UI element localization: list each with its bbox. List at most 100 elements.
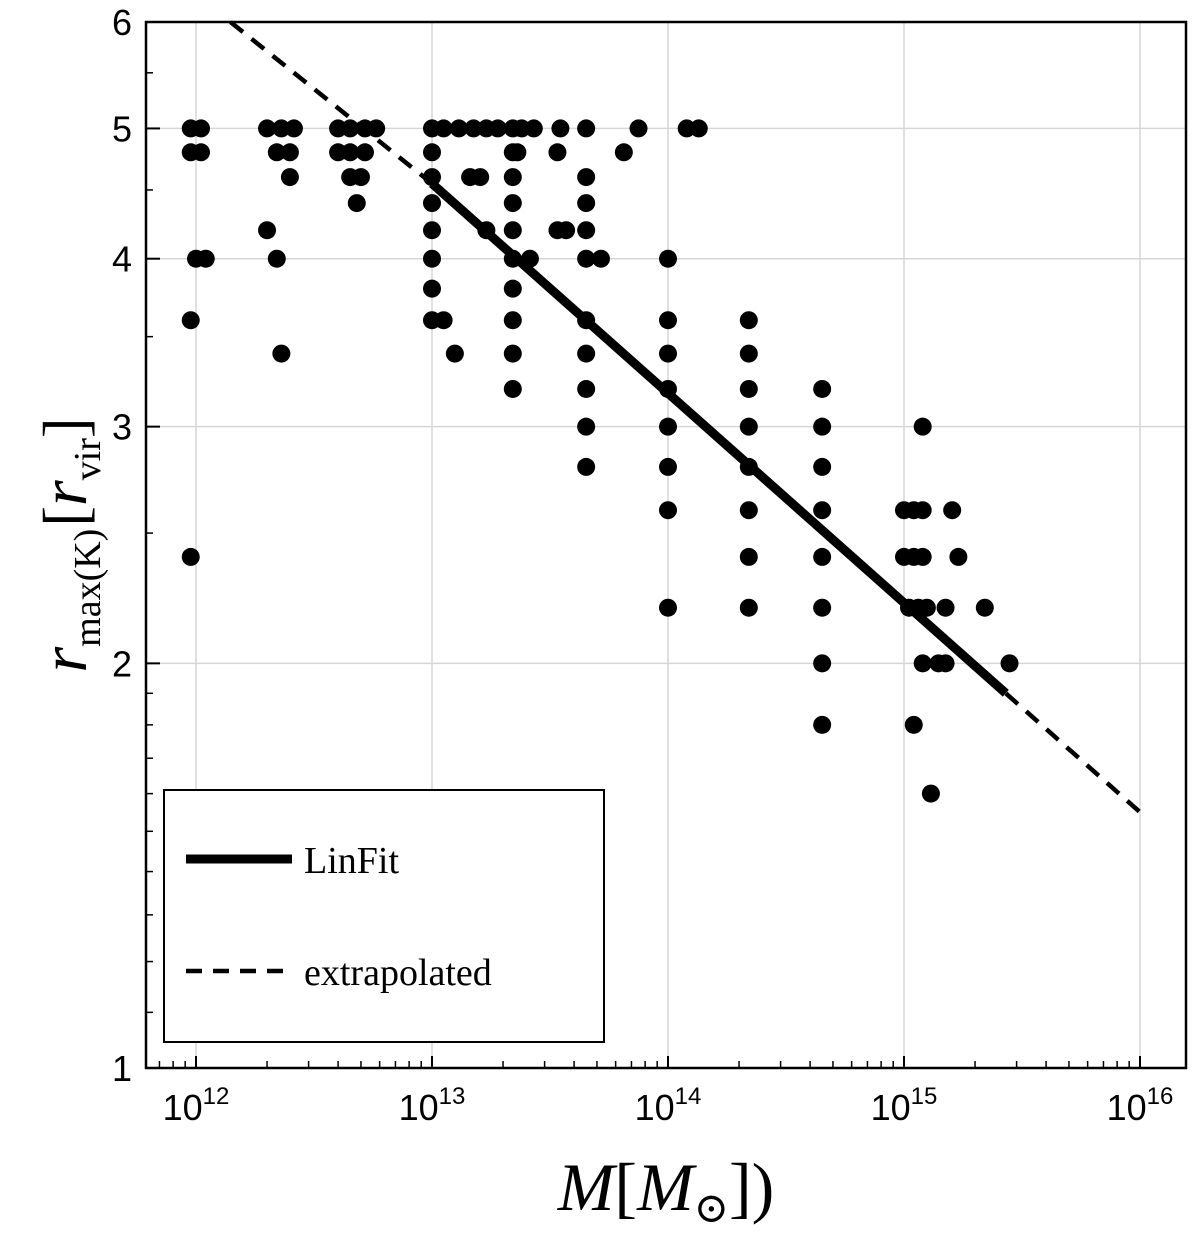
legend-extrapolated-label: extrapolated <box>304 952 492 994</box>
data-point <box>192 143 211 162</box>
data-point <box>351 168 370 187</box>
data-point <box>503 168 522 187</box>
y-tick-label: 2 <box>112 643 132 684</box>
data-point <box>503 344 522 363</box>
y-tick-label: 1 <box>112 1048 132 1089</box>
data-point <box>577 417 596 436</box>
data-point <box>659 344 677 363</box>
data-points <box>181 119 1019 803</box>
data-point <box>1000 654 1019 673</box>
data-point <box>813 598 832 617</box>
data-point <box>577 168 596 187</box>
data-point <box>503 279 522 298</box>
data-point <box>949 547 968 566</box>
extrapolated-line <box>229 20 1142 814</box>
data-point <box>267 143 286 162</box>
data-point <box>445 344 464 363</box>
data-point <box>423 194 441 213</box>
tick-labels: 1012 1013 1014 1015 1016 1 2 3 4 5 6 <box>112 2 1173 1128</box>
data-point <box>913 417 932 436</box>
data-point <box>813 501 832 520</box>
data-point <box>813 417 832 436</box>
x-tick-label: 1013 <box>399 1083 466 1128</box>
data-point <box>471 168 490 187</box>
data-point <box>520 249 539 268</box>
data-point <box>423 279 441 298</box>
data-point <box>813 379 832 398</box>
data-point <box>913 547 932 566</box>
data-point <box>577 249 596 268</box>
data-point <box>739 379 758 398</box>
y-tick-label: 5 <box>112 108 132 149</box>
data-point <box>904 715 923 734</box>
data-point <box>739 598 758 617</box>
data-point <box>813 715 832 734</box>
data-point <box>913 654 932 673</box>
plot-frame <box>144 20 1188 1070</box>
data-point <box>341 143 360 162</box>
x-tick-label: 1012 <box>163 1083 230 1128</box>
data-point <box>434 311 453 330</box>
data-point <box>477 221 496 240</box>
data-point <box>449 119 468 138</box>
data-point <box>577 311 596 330</box>
data-point <box>488 119 507 138</box>
data-point <box>917 598 936 617</box>
data-point <box>659 598 677 617</box>
data-point <box>503 379 522 398</box>
data-point <box>577 457 596 476</box>
data-point <box>739 547 758 566</box>
data-point <box>577 379 596 398</box>
legend: LinFit extrapolated <box>163 789 605 1043</box>
series <box>229 20 1142 814</box>
data-point <box>181 547 200 566</box>
data-point <box>524 119 543 138</box>
data-point <box>739 311 758 330</box>
data-point <box>739 344 758 363</box>
data-point <box>434 119 453 138</box>
data-point <box>347 194 366 213</box>
data-point <box>936 654 955 673</box>
data-point <box>280 168 299 187</box>
data-point <box>548 143 567 162</box>
data-point <box>503 249 522 268</box>
data-point <box>503 194 522 213</box>
data-point <box>577 344 596 363</box>
legend-linfit-label: LinFit <box>304 840 399 882</box>
data-point <box>258 119 277 138</box>
data-point <box>551 119 570 138</box>
data-point <box>577 119 596 138</box>
data-point <box>813 654 832 673</box>
data-point <box>192 119 211 138</box>
data-point <box>936 598 955 617</box>
data-point <box>614 143 633 162</box>
y-tick-label: 3 <box>112 407 132 448</box>
data-point <box>557 221 576 240</box>
data-point <box>943 501 962 520</box>
x-axis-label: M[M⊙]) <box>557 1149 774 1232</box>
data-point <box>659 249 677 268</box>
data-point <box>659 457 677 476</box>
legend-box <box>163 789 605 1043</box>
data-point <box>739 501 758 520</box>
data-point <box>341 119 360 138</box>
data-point <box>367 119 386 138</box>
data-point <box>739 457 758 476</box>
data-point <box>503 221 522 240</box>
data-point <box>423 143 441 162</box>
x-tick-label: 1015 <box>871 1083 938 1128</box>
data-point <box>284 119 303 138</box>
data-point <box>508 143 527 162</box>
data-point <box>689 119 708 138</box>
data-point <box>355 143 374 162</box>
data-point <box>629 119 648 138</box>
data-point <box>267 249 286 268</box>
data-point <box>280 143 299 162</box>
data-point <box>181 311 200 330</box>
data-point <box>813 457 832 476</box>
data-point <box>503 311 522 330</box>
data-point <box>423 249 441 268</box>
data-point <box>975 598 994 617</box>
data-point <box>659 417 677 436</box>
